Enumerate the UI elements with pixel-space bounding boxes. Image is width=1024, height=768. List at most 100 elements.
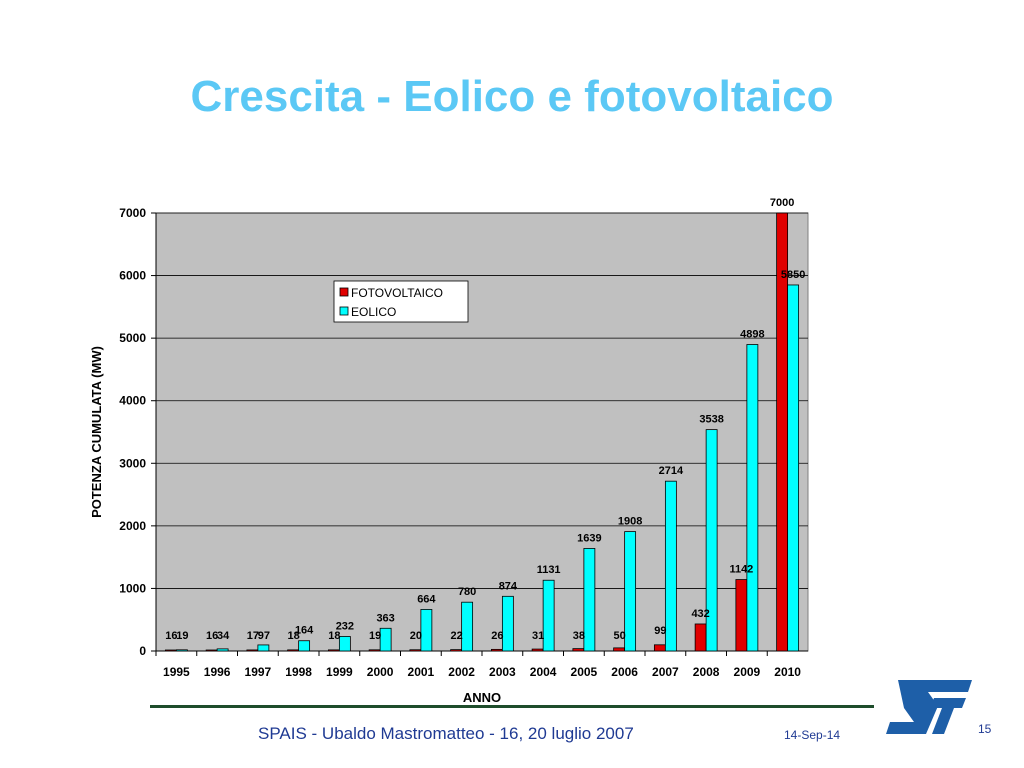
bar-fotovoltaico xyxy=(694,623,707,652)
footer-date: 14-Sep-14 xyxy=(784,728,841,742)
x-tick-label: 1998 xyxy=(285,665,312,679)
legend-label-fotovoltaico: FOTOVOLTAICO xyxy=(351,286,443,300)
data-label-eolico: 19 xyxy=(176,630,188,642)
data-label-fotovoltaico: 20 xyxy=(410,630,422,642)
bar-eolico xyxy=(705,429,718,652)
bar-fotovoltaico xyxy=(164,649,177,652)
legend-label-eolico: EOLICO xyxy=(351,305,396,319)
data-label-fotovoltaico: 17 xyxy=(247,630,259,642)
x-tick-label: 1997 xyxy=(245,665,272,679)
x-tick-labels: 1995 1996 1997 1998 1999 2000 2001 2002 2003 2004… xyxy=(163,665,801,679)
data-label-eolico: 232 xyxy=(336,620,354,632)
y-axis-title: POTENZA CUMULATA (MW) xyxy=(89,346,104,518)
bar-eolico xyxy=(338,636,351,652)
data-label-eolico: 2714 xyxy=(659,465,684,477)
data-label-eolico: 97 xyxy=(258,630,270,642)
x-tick-label: 2010 xyxy=(774,665,801,679)
data-label-fotovoltaico: 7000 xyxy=(770,197,794,209)
data-label-eolico: 4898 xyxy=(740,329,764,341)
bar-fotovoltaico xyxy=(409,649,422,652)
st-logo-icon xyxy=(886,680,972,734)
y-tick-label: 4000 xyxy=(119,394,146,408)
legend-box xyxy=(333,280,469,323)
x-axis-title: ANNO xyxy=(463,690,501,705)
bar-eolico xyxy=(664,480,677,652)
footer-divider xyxy=(150,705,874,708)
data-label-fotovoltaico: 18 xyxy=(288,630,300,642)
bar-fotovoltaico xyxy=(572,648,585,652)
x-tick-label: 2005 xyxy=(571,665,598,679)
page-number: 15 xyxy=(978,722,992,736)
bar-fotovoltaico xyxy=(368,649,381,652)
bar-fotovoltaico xyxy=(287,649,300,652)
x-tick-label: 2003 xyxy=(489,665,516,679)
x-tick-label: 1999 xyxy=(326,665,353,679)
bar-eolico xyxy=(624,531,637,652)
bar-fotovoltaico xyxy=(653,644,666,652)
data-label-fotovoltaico: 16 xyxy=(206,630,218,642)
x-tick-label: 2000 xyxy=(367,665,394,679)
bar-eolico xyxy=(379,627,392,652)
bars xyxy=(164,212,800,652)
x-tick-label: 2002 xyxy=(448,665,475,679)
data-label-fotovoltaico: 26 xyxy=(491,630,503,642)
data-label-eolico: 874 xyxy=(499,580,518,592)
bar-fotovoltaico xyxy=(490,648,503,652)
data-label-fotovoltaico: 99 xyxy=(654,625,666,637)
data-label-eolico: 363 xyxy=(376,612,394,624)
y-tick-label: 0 xyxy=(139,644,146,658)
legend: FOTOVOLTAICO EOLICO xyxy=(333,280,469,323)
data-label-fotovoltaico: 22 xyxy=(451,630,463,642)
x-tick-label: 2004 xyxy=(530,665,557,679)
bar-fotovoltaico xyxy=(246,649,259,652)
bar-eolico xyxy=(746,344,759,652)
data-label-fotovoltaico: 19 xyxy=(369,630,381,642)
bar-eolico xyxy=(420,609,433,652)
data-label-fotovoltaico: 16 xyxy=(165,630,177,642)
plot-area xyxy=(155,212,809,652)
data-label-fotovoltaico: 432 xyxy=(691,608,709,620)
bar-eolico xyxy=(501,595,514,652)
y-tick-label: 1000 xyxy=(119,581,146,595)
y-tick-label: 7000 xyxy=(119,206,146,220)
st-logo-s-shape xyxy=(886,680,972,734)
bar-eolico xyxy=(461,601,474,652)
x-tick-label: 2007 xyxy=(652,665,679,679)
x-tick-label: 2009 xyxy=(734,665,761,679)
st-logo-t-shape xyxy=(930,698,966,734)
x-tick-label: 1996 xyxy=(204,665,231,679)
data-label-eolico: 1131 xyxy=(537,564,561,576)
footer-text: SPAIS - Ubaldo Mastromatteo - 16, 20 lug… xyxy=(258,724,634,743)
y-tick-label: 2000 xyxy=(119,519,146,533)
bar-eolico xyxy=(257,644,270,652)
data-label-fotovoltaico: 31 xyxy=(532,630,544,642)
data-label-eolico: 164 xyxy=(295,625,314,637)
bar-fotovoltaico xyxy=(450,649,463,652)
bar-fotovoltaico xyxy=(735,579,748,652)
legend-swatch-eolico xyxy=(339,306,349,316)
data-label-fotovoltaico: 18 xyxy=(328,630,340,642)
y-tick-labels: 0 1000 2000 3000 4000 5000 6000 7000 xyxy=(119,206,146,658)
bar-eolico xyxy=(542,579,555,652)
data-label-fotovoltaico: 38 xyxy=(573,630,585,642)
y-tick-label: 6000 xyxy=(119,269,146,283)
data-label-eolico: 1908 xyxy=(618,516,642,528)
data-label-eolico: 664 xyxy=(417,593,436,605)
x-tick-label: 1995 xyxy=(163,665,190,679)
data-label-eolico: 5850 xyxy=(781,269,805,281)
y-tick-label: 5000 xyxy=(119,331,146,345)
bar-eolico xyxy=(298,640,311,652)
bar-eolico xyxy=(216,648,229,652)
x-tick-label: 2008 xyxy=(693,665,720,679)
bar-fotovoltaico xyxy=(327,649,340,652)
bar-eolico xyxy=(787,284,800,652)
legend-swatch-fotovoltaico xyxy=(339,287,349,297)
bar-fotovoltaico xyxy=(205,649,218,652)
data-label-eolico: 1639 xyxy=(577,532,601,544)
data-label-fotovoltaico: 1142 xyxy=(729,564,753,576)
slide-title: Crescita - Eolico e fotovoltaico xyxy=(190,72,834,121)
data-label-eolico: 780 xyxy=(458,586,476,598)
data-label-eolico: 3538 xyxy=(699,414,723,426)
